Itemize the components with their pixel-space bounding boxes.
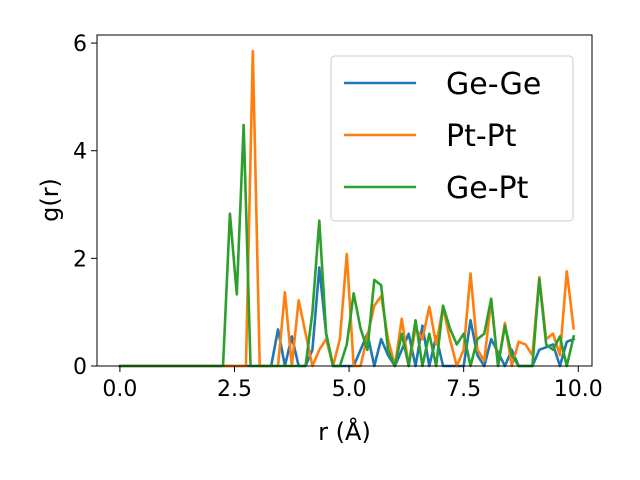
series-line-ge-ge bbox=[118, 266, 576, 368]
plot-frame bbox=[96, 34, 593, 367]
y-tick-label: 0 bbox=[73, 355, 87, 380]
x-axis-label: r (Å) bbox=[318, 417, 371, 446]
x-tick-label: 5.0 bbox=[332, 377, 367, 402]
legend: Ge-Ge Pt-Pt Ge-Pt bbox=[330, 55, 574, 222]
legend-items: Ge-Ge Pt-Pt Ge-Pt bbox=[344, 67, 541, 206]
x-tick-label: 0.0 bbox=[102, 377, 137, 402]
x-axis-ticks: 0.0 2.5 5.0 7.5 10.0 bbox=[102, 366, 603, 402]
y-axis-ticks: 0 2 4 6 bbox=[73, 32, 97, 380]
legend-box bbox=[330, 55, 574, 222]
x-tick-label: 2.5 bbox=[217, 377, 252, 402]
y-axis-label: g(r) bbox=[36, 178, 64, 222]
legend-label-ge-pt: Ge-Pt bbox=[446, 171, 529, 206]
y-tick-label: 6 bbox=[73, 32, 87, 57]
y-tick-label: 2 bbox=[73, 247, 87, 272]
x-tick-label: 10.0 bbox=[554, 377, 603, 402]
x-tick-label: 7.5 bbox=[446, 377, 481, 402]
legend-label-pt-pt: Pt-Pt bbox=[446, 119, 517, 154]
series-line-pt-pt bbox=[118, 49, 576, 368]
legend-label-ge-ge: Ge-Ge bbox=[446, 67, 541, 102]
y-tick-label: 4 bbox=[73, 140, 87, 165]
